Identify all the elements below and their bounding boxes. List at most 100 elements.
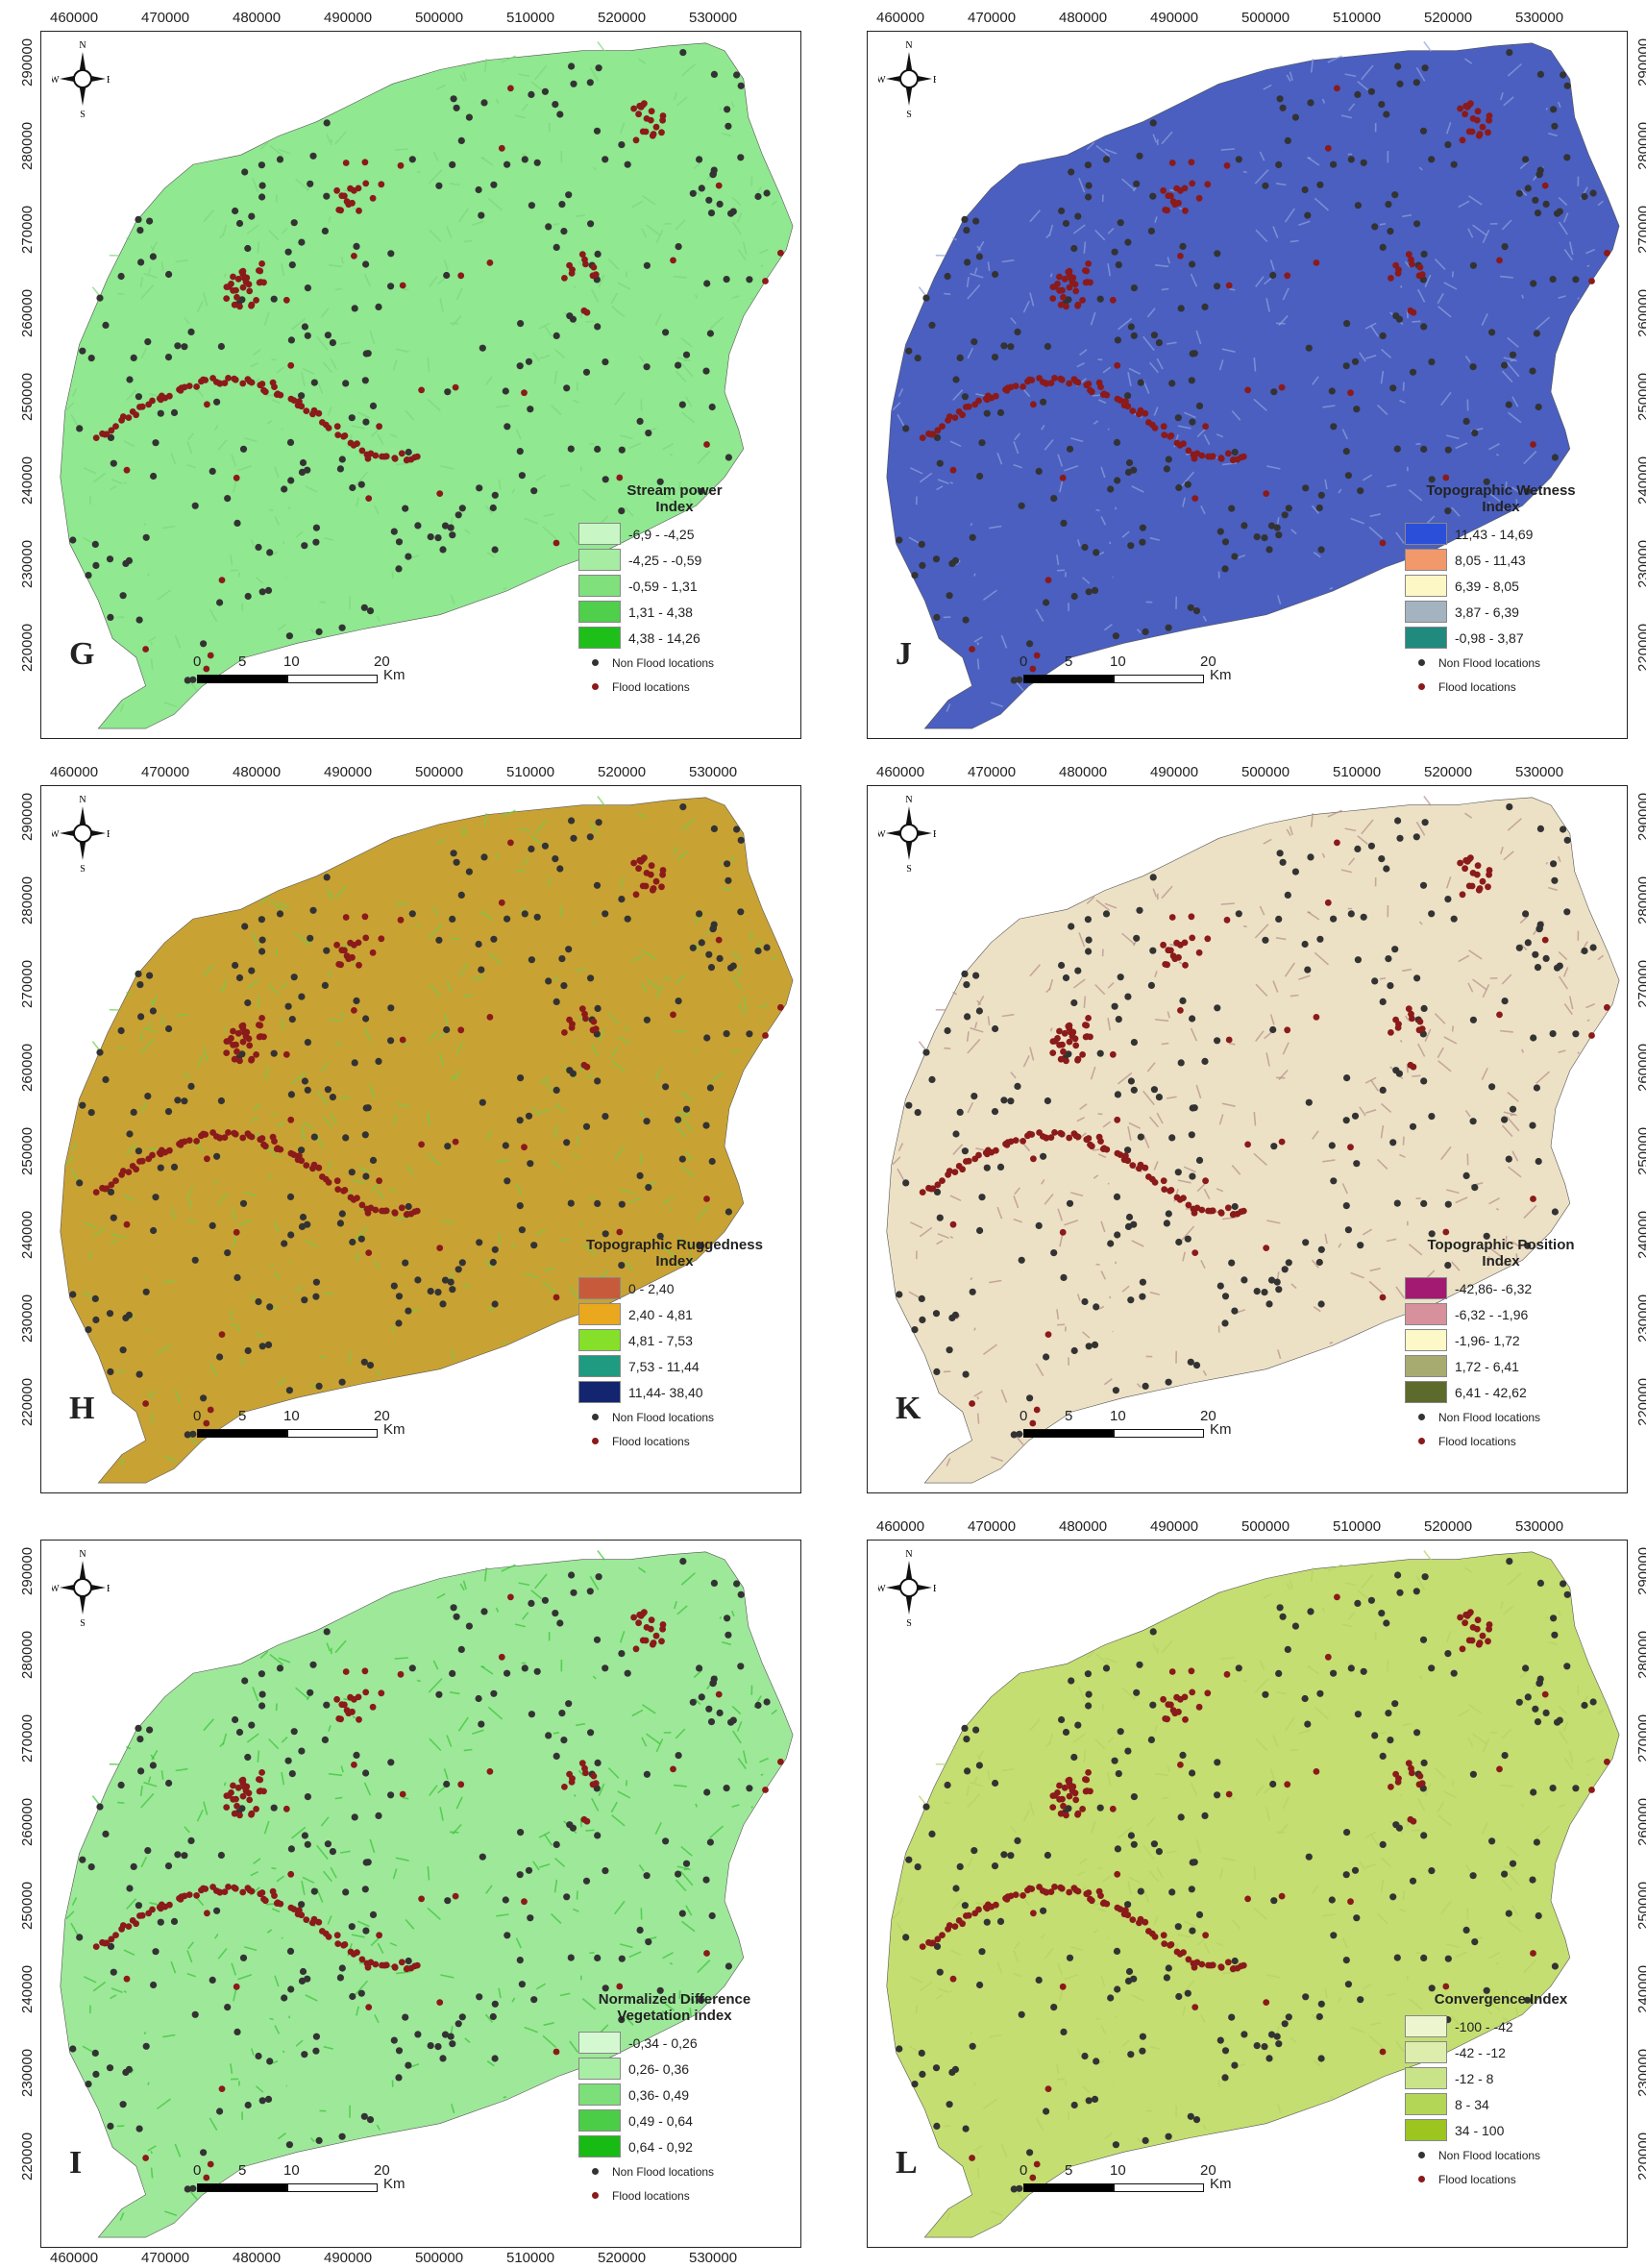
texture-stroke <box>909 467 923 475</box>
compass-label-e: E <box>107 1584 110 1594</box>
flood-point <box>260 279 267 286</box>
texture-stroke <box>328 1773 343 1777</box>
texture-stroke <box>573 1153 579 1158</box>
non-flood-point <box>255 1297 262 1306</box>
non-flood-point <box>1330 423 1338 431</box>
x-tick-label: 470000 <box>968 1518 1017 1535</box>
non-flood-point <box>1114 336 1121 344</box>
non-flood-point <box>1026 2149 1034 2157</box>
non-flood-point <box>1117 974 1124 981</box>
texture-stroke <box>1149 1291 1160 1295</box>
y-tick-label: 290000 <box>19 1546 36 1595</box>
legend-point-flood: Flood locations <box>578 1429 771 1453</box>
non-flood-point <box>1342 1202 1350 1210</box>
non-flood-point <box>946 1346 953 1354</box>
texture-stroke <box>440 465 454 470</box>
non-flood-point <box>1231 2061 1239 2069</box>
texture-stroke <box>1177 425 1192 430</box>
non-flood-point <box>594 1199 602 1207</box>
texture-stroke <box>323 536 333 541</box>
flood-points <box>92 839 784 1427</box>
texture-stroke <box>1253 1907 1267 1920</box>
non-flood-point <box>1391 1700 1399 1708</box>
texture-stroke <box>446 226 453 238</box>
legend-point-non-flood: Non Flood locations <box>1405 2143 1597 2167</box>
legend-class-label: 4,81 - 7,53 <box>628 1332 693 1348</box>
texture-stroke <box>334 131 347 145</box>
non-flood-point <box>307 1689 314 1696</box>
non-flood-point <box>737 154 745 161</box>
flood-point <box>1185 1956 1192 1963</box>
non-flood-point <box>570 1589 577 1596</box>
non-flood-point <box>1549 276 1557 284</box>
flood-point <box>1085 1015 1092 1022</box>
flood-point <box>239 284 247 291</box>
texture-stroke <box>1255 229 1268 243</box>
texture-stroke <box>970 523 973 527</box>
non-flood-point <box>1070 592 1078 601</box>
texture-stroke <box>530 835 543 846</box>
texture-stroke <box>1100 466 1106 479</box>
non-flood-point <box>1357 1996 1364 2004</box>
texture-stroke <box>1290 994 1299 998</box>
non-flood-point <box>323 947 331 954</box>
flood-point <box>670 1765 676 1773</box>
texture-stroke <box>1242 924 1247 928</box>
flood-point <box>452 383 459 391</box>
texture-stroke <box>255 1331 264 1339</box>
texture-stroke <box>1379 223 1387 226</box>
texture-stroke <box>429 229 442 243</box>
texture-stroke <box>1423 796 1432 806</box>
texture-stroke <box>1506 1116 1520 1132</box>
non-flood-point <box>342 1888 350 1896</box>
non-flood-point <box>92 1316 100 1323</box>
non-flood-point <box>449 2040 456 2048</box>
texture-stroke <box>244 437 258 443</box>
texture-stroke <box>326 134 332 143</box>
non-flood-point <box>1420 1832 1428 1839</box>
texture-stroke <box>164 1456 178 1463</box>
texture-stroke <box>1399 399 1406 404</box>
texture-stroke <box>1196 1936 1207 1947</box>
scale-bar: 0 5 10 20 Km <box>1020 653 1273 692</box>
texture-stroke <box>1284 1716 1295 1732</box>
texture-stroke <box>1311 505 1320 514</box>
texture-stroke <box>1048 978 1054 991</box>
non-flood-point <box>1505 1910 1512 1917</box>
texture-stroke <box>147 267 152 275</box>
texture-stroke <box>646 224 661 236</box>
non-flood-point <box>1533 1838 1540 1846</box>
non-flood-point <box>453 1613 460 1620</box>
texture-stroke <box>518 1582 530 1587</box>
non-flood-point <box>323 874 331 881</box>
non-flood-point <box>107 613 114 622</box>
non-flood-point <box>1000 1097 1008 1104</box>
non-flood-point <box>1483 478 1490 485</box>
flood-point <box>1473 116 1481 124</box>
non-flood-point <box>636 417 644 425</box>
flood-point <box>202 1131 209 1138</box>
flood-point <box>1240 1207 1247 1215</box>
texture-stroke <box>65 402 75 411</box>
non-flood-point <box>1330 1669 1338 1677</box>
non-flood-point <box>1444 1262 1452 1270</box>
compass-label-w: W <box>878 1584 886 1594</box>
texture-stroke <box>1264 277 1272 285</box>
texture-stroke <box>71 388 78 398</box>
non-flood-point <box>351 1059 358 1067</box>
texture-stroke <box>590 1797 600 1812</box>
flood-point <box>221 1888 229 1895</box>
flood-point <box>457 272 465 280</box>
texture-stroke <box>1269 1014 1275 1025</box>
texture-stroke <box>982 589 997 602</box>
y-tick-label: 220000 <box>1635 2132 1646 2181</box>
texture-stroke <box>693 1669 703 1679</box>
non-flood-point <box>1133 934 1141 942</box>
texture-stroke <box>1361 64 1374 81</box>
flood-point <box>119 1922 127 1929</box>
flood-point <box>369 194 377 202</box>
non-flood-point <box>1471 1938 1479 1946</box>
flood-point <box>1410 1063 1417 1071</box>
texture-stroke <box>1558 1730 1568 1744</box>
texture-stroke <box>1357 835 1369 846</box>
